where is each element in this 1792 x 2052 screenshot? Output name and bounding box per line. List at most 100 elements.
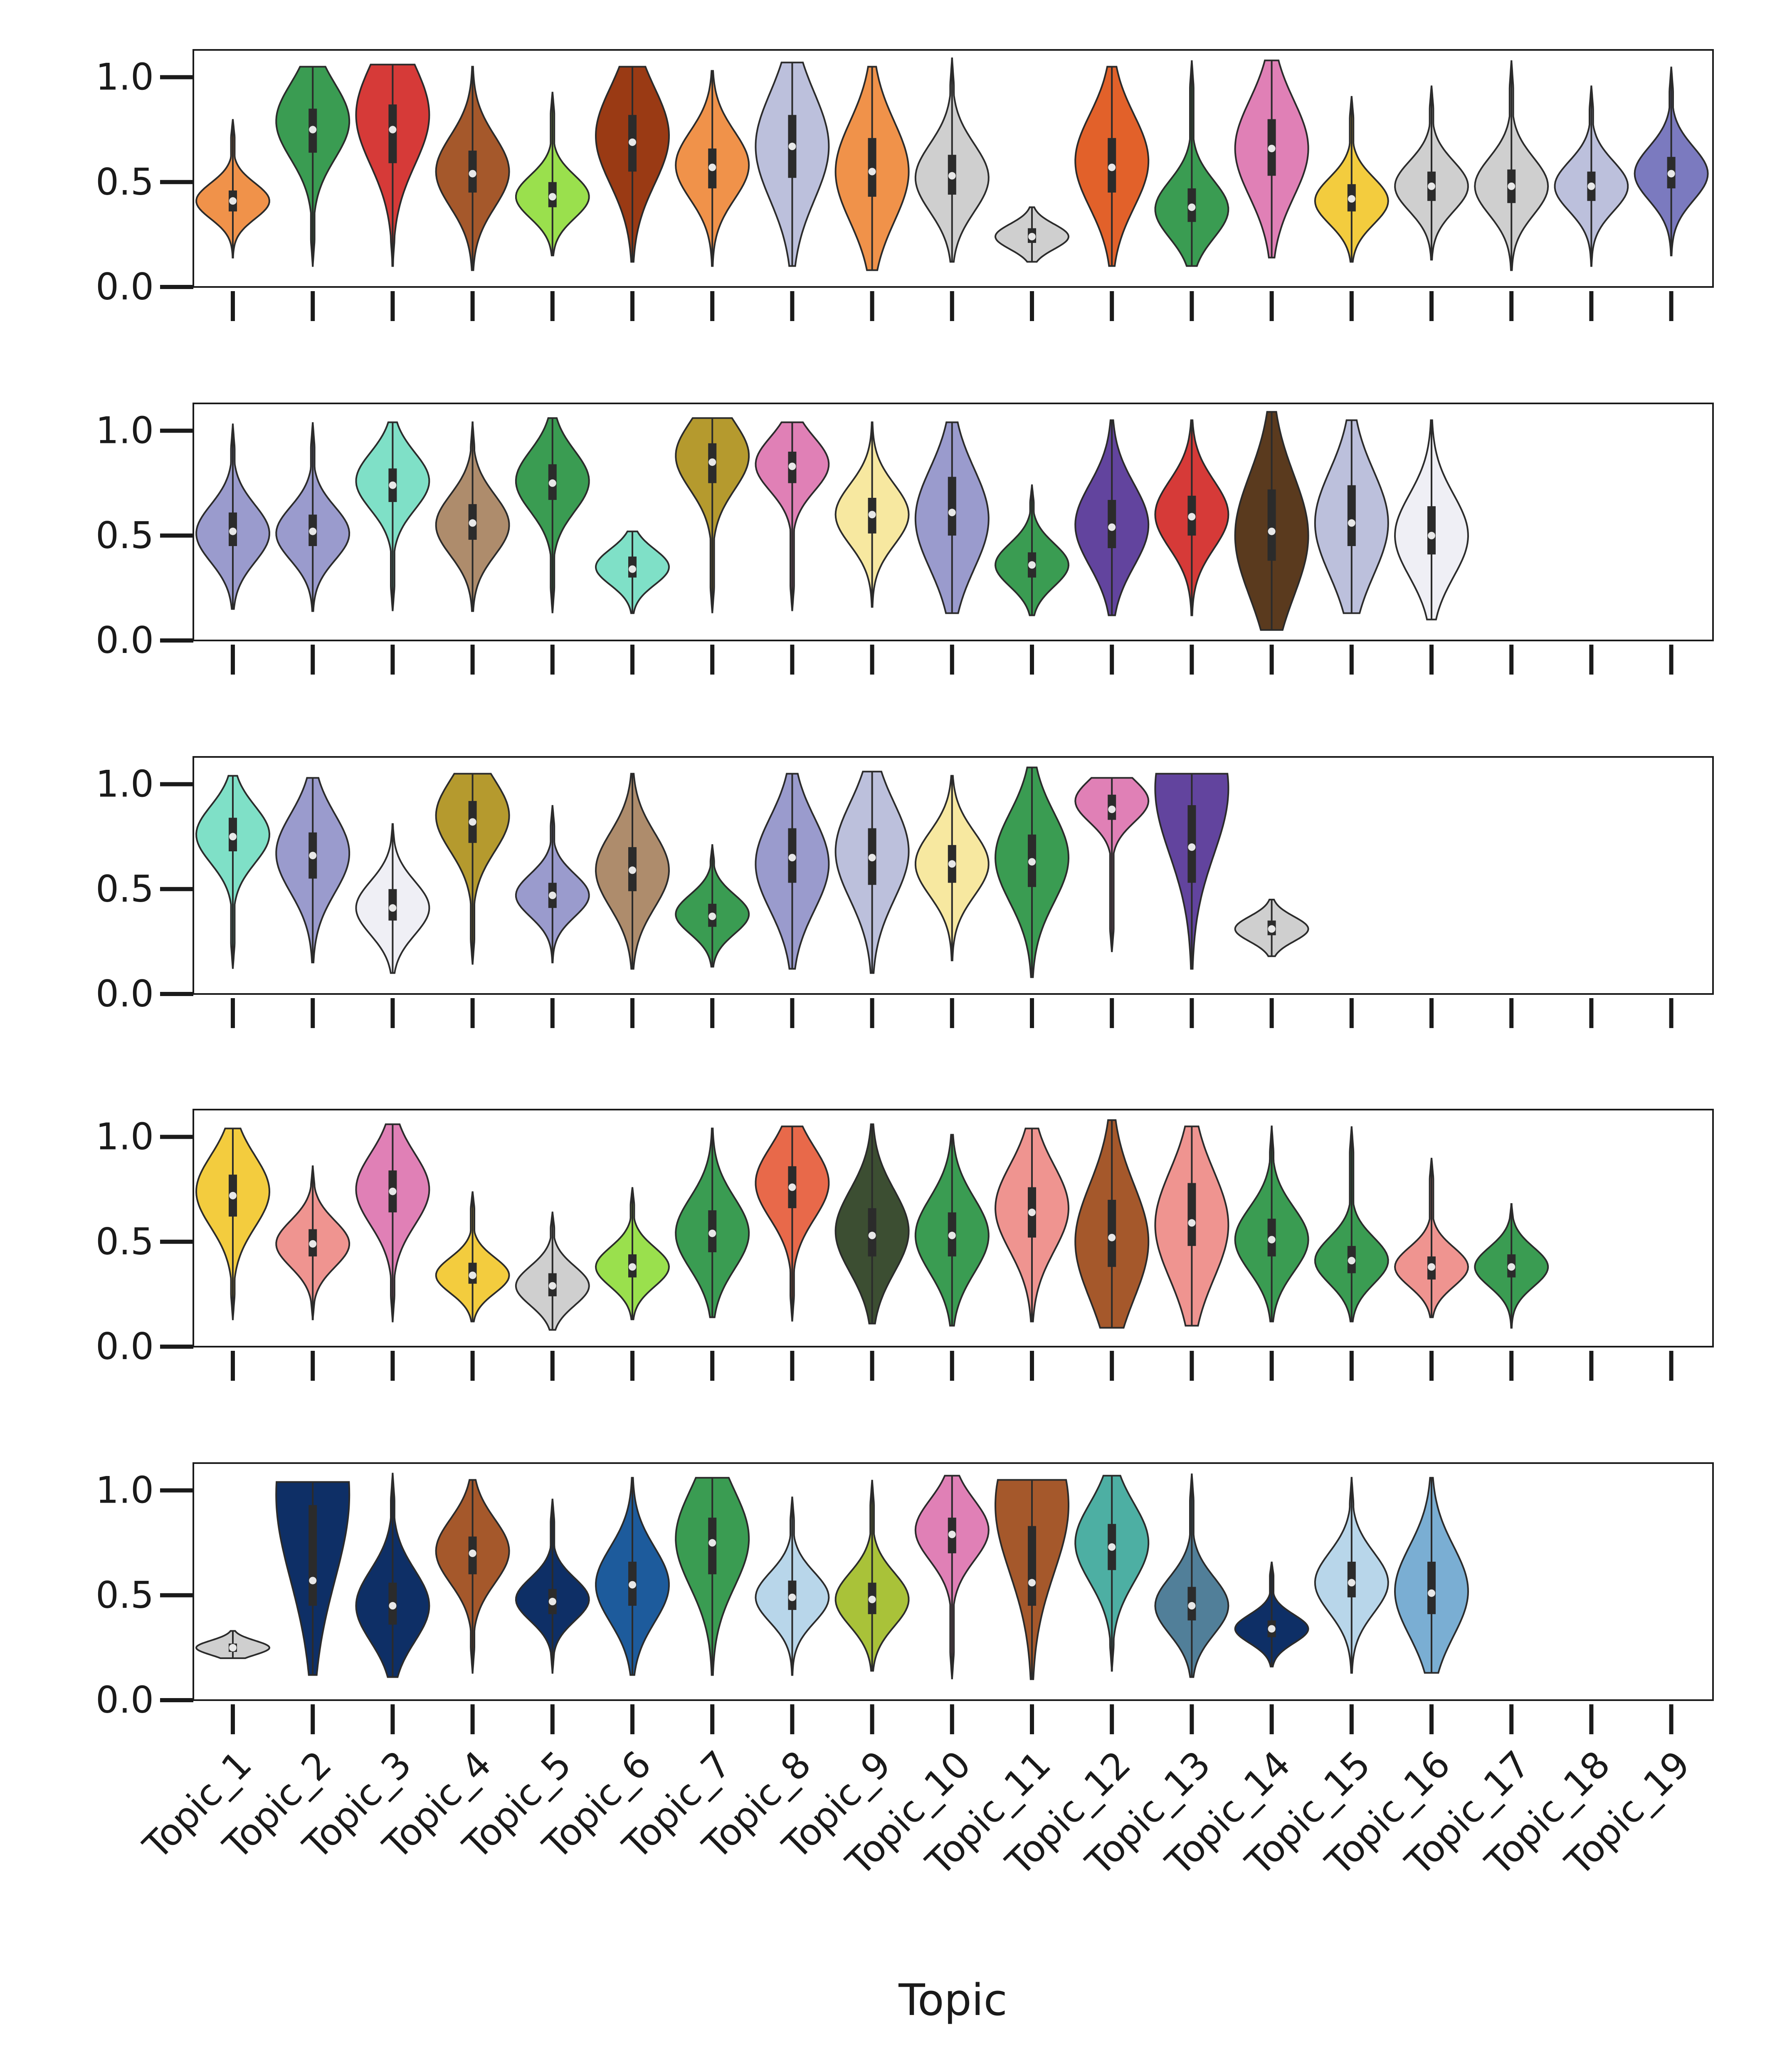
violin-topic-15 [1314, 419, 1389, 614]
violin-topic-1 [195, 775, 271, 969]
violin-median [868, 1595, 876, 1603]
violin-median [548, 479, 556, 487]
y-tick-label: 0.5 [96, 514, 154, 557]
y-tick-label: 0.5 [96, 161, 154, 203]
violin-median [1108, 1543, 1116, 1551]
violin-topic-13 [1154, 1125, 1229, 1327]
violin-median [1348, 1579, 1355, 1587]
violin-median [1428, 1263, 1435, 1271]
violin-median [548, 891, 556, 899]
violin-topic-14 [1234, 1125, 1309, 1323]
y-tick-label: 0.5 [96, 1574, 154, 1617]
violin-median [708, 163, 716, 171]
panel-4: 0.0 0.5 1.0 [96, 1109, 1714, 1381]
y-tick-label: 0.0 [96, 1325, 154, 1368]
violin-median [1188, 843, 1196, 851]
violin-median [1268, 1236, 1276, 1244]
violin-median [948, 1231, 956, 1239]
violin-median [1108, 1234, 1116, 1241]
violin-topic-13 [1154, 1473, 1229, 1678]
violin-topic-12 [1074, 419, 1150, 616]
violin-iqr [1187, 1183, 1196, 1246]
violin-median [629, 138, 636, 146]
violin-topic-11 [994, 206, 1070, 263]
violin-median [629, 1263, 636, 1271]
violin-median [868, 1231, 876, 1239]
violin-median [1348, 1257, 1355, 1265]
violin-median [229, 197, 237, 205]
violin-topic-14 [1234, 411, 1309, 631]
violin-iqr [1427, 1562, 1436, 1614]
violin-topic-18 [1554, 85, 1629, 267]
y-tick-label: 1.0 [96, 1115, 154, 1158]
violin-iqr [1267, 489, 1276, 561]
violin-topic-16 [1394, 1477, 1469, 1674]
violin-topic-12 [1074, 777, 1150, 952]
violin-topic-11 [995, 1479, 1069, 1680]
violin-topic-1 [195, 423, 270, 610]
panel-3: 0.0 0.5 1.0 [96, 756, 1714, 1028]
violin-topic-10 [914, 775, 990, 962]
violin-median [1268, 925, 1276, 933]
panel-frame [193, 1109, 1714, 1347]
violin-median [1108, 806, 1116, 813]
violin-topic-3 [355, 64, 430, 267]
violin-median [788, 143, 796, 151]
violin-topic-4 [435, 1479, 510, 1674]
violin-median [788, 854, 796, 862]
violin-topic-13 [1154, 773, 1229, 970]
violin-topic-16 [1394, 419, 1469, 621]
violin-iqr [868, 138, 876, 197]
violin-topic-11 [994, 766, 1070, 978]
violin-topic-8 [755, 421, 830, 611]
violin-topic-8 [755, 1125, 830, 1322]
panel-frame [193, 756, 1714, 995]
y-tick-label: 1.0 [96, 56, 154, 99]
violin-median [469, 1549, 476, 1557]
violin-topic-2 [275, 422, 351, 612]
violin-topic-13 [1154, 419, 1229, 616]
violin-topic-12 [1074, 66, 1150, 267]
violin-median [1188, 203, 1196, 211]
violin-topic-15 [1314, 1126, 1389, 1323]
violin-iqr [948, 477, 956, 536]
violin-topic-5 [515, 417, 590, 613]
violin-median [629, 866, 636, 874]
violin-topic-13 [1154, 60, 1229, 267]
violin-topic-4 [435, 421, 510, 612]
violin-topic-9 [834, 1123, 910, 1325]
violin-topic-3 [355, 823, 430, 974]
y-tick-label: 0.0 [96, 265, 154, 308]
violin-topic-17 [1474, 1203, 1549, 1329]
violin-topic-10 [914, 421, 990, 614]
violin-median [708, 912, 716, 920]
violin-median [948, 172, 956, 180]
violin-median [548, 193, 556, 201]
violin-topic-2 [275, 1165, 351, 1320]
violin-topic-12 [1074, 1119, 1150, 1329]
violin-median [1028, 232, 1036, 240]
violin-topic-9 [834, 421, 910, 608]
y-tick-label: 1.0 [96, 1469, 154, 1512]
violin-median [708, 1229, 716, 1237]
violin-topic-3 [355, 421, 430, 611]
violin-topic-16 [1394, 1157, 1469, 1318]
violin-median [708, 458, 716, 466]
violin-median [1188, 513, 1196, 521]
violin-median [469, 170, 476, 178]
violin-topic-8 [755, 1496, 830, 1676]
violin-median [1188, 1602, 1196, 1610]
violin-median [1268, 145, 1276, 153]
violin-topic-9 [834, 1480, 910, 1672]
violin-topic-17 [1474, 60, 1549, 271]
violin-median [1428, 182, 1435, 190]
violin-median [229, 527, 237, 535]
violin-topic-6 [595, 66, 670, 263]
violin-topic-6 [595, 530, 670, 614]
violin-topic-1 [195, 119, 270, 259]
violin-median [389, 904, 397, 912]
panel-frame [193, 403, 1714, 641]
violin-topic-6 [595, 773, 670, 970]
